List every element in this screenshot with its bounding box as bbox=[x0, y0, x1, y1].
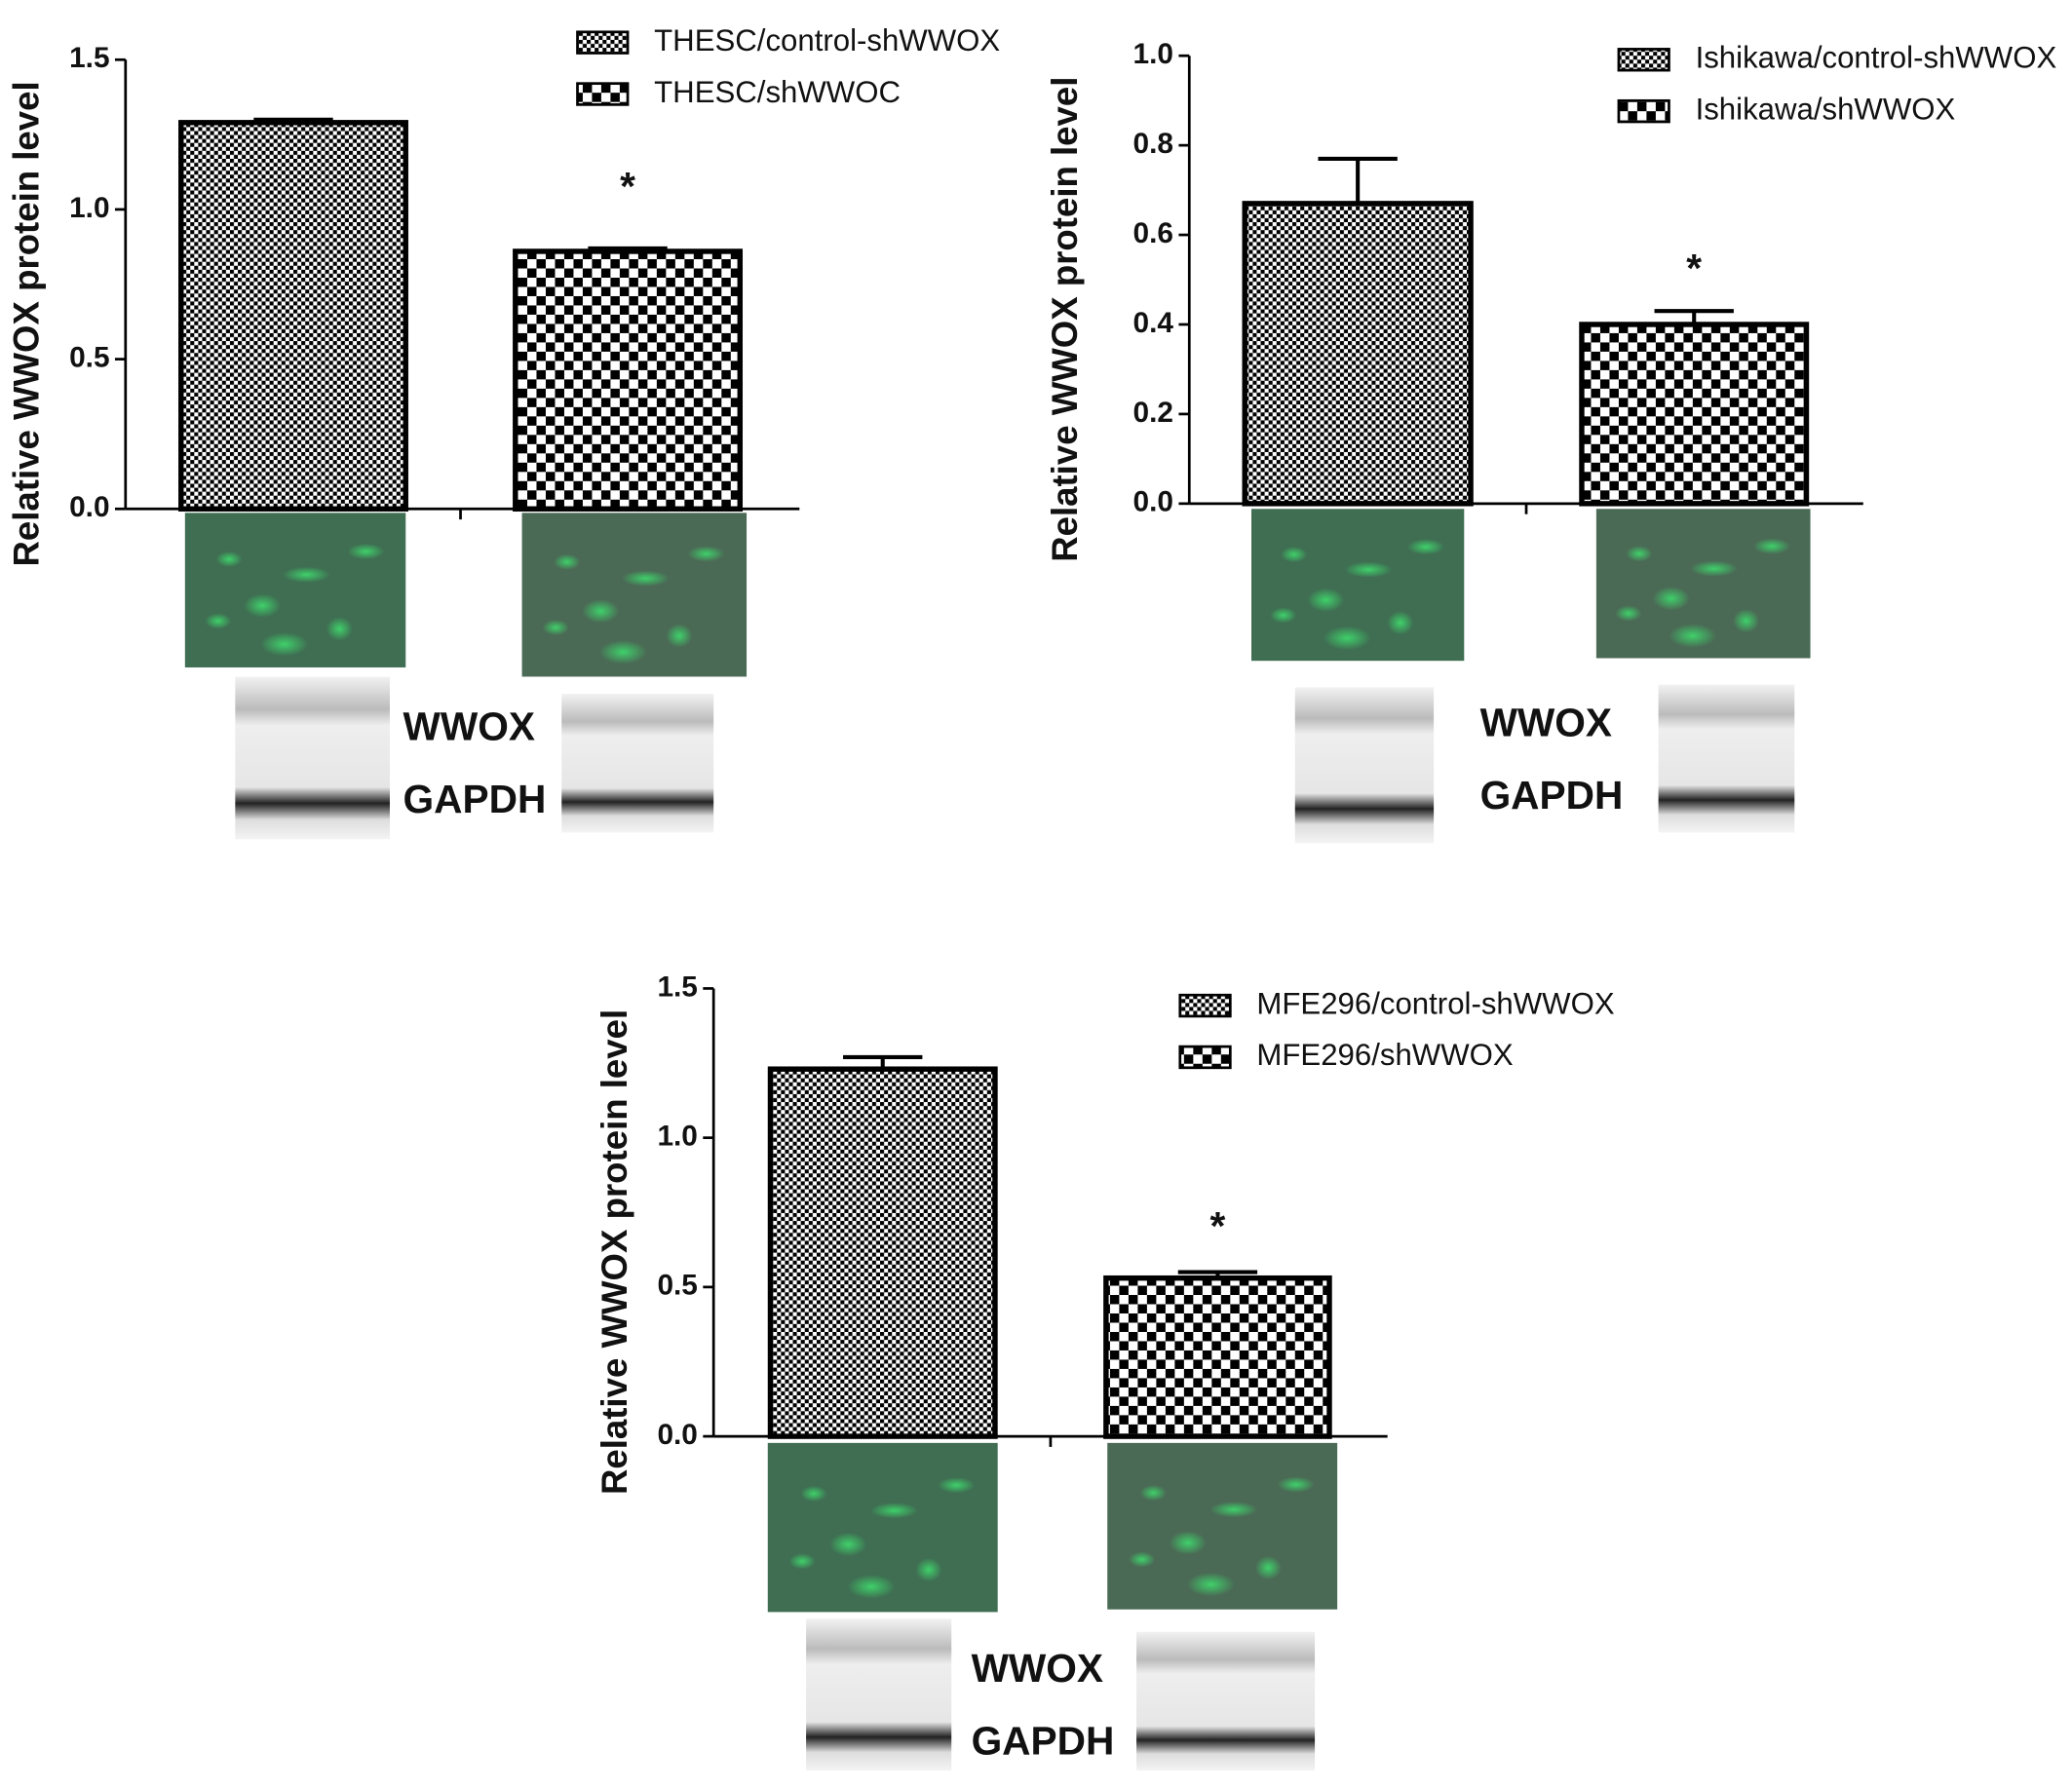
legend-label: Ishikawa/control-shWWOX bbox=[1696, 41, 2057, 75]
legend-label: MFE296/shWWOX bbox=[1256, 1038, 1513, 1072]
y-tick-label: 0.0 bbox=[1133, 486, 1173, 518]
y-tick-label: 0.4 bbox=[1133, 307, 1174, 339]
legend-label: THESC/shWWOC bbox=[654, 75, 901, 109]
blot-label: GAPDH bbox=[403, 777, 547, 821]
panel: 0.0 0.2 0.4 0.6 0.8 1.0 Relative WWOX protein … bbox=[1045, 38, 2057, 844]
y-tick-label: 0.0 bbox=[657, 1419, 697, 1451]
legend-label: MFE296/control-shWWOX bbox=[1256, 986, 1614, 1020]
cell bbox=[542, 619, 569, 636]
legend-swatch bbox=[1178, 1045, 1232, 1070]
cell bbox=[1129, 1551, 1156, 1568]
cell bbox=[1281, 546, 1308, 563]
cell bbox=[621, 570, 670, 587]
legend-label: Ishikawa/shWWOX bbox=[1696, 92, 1956, 126]
cell bbox=[554, 553, 581, 570]
western-blot bbox=[1658, 684, 1795, 833]
legend-swatch bbox=[576, 82, 630, 106]
cell bbox=[1753, 538, 1790, 554]
y-axis-label: Relative WWOX protein level bbox=[1045, 77, 1085, 562]
cell bbox=[1626, 546, 1653, 562]
legend-swatch bbox=[1178, 993, 1232, 1018]
cell bbox=[915, 1557, 942, 1582]
y-tick-label: 1.5 bbox=[69, 42, 109, 74]
blot-label: GAPDH bbox=[972, 1719, 1115, 1764]
legend-label: THESC/control-shWWOX bbox=[654, 23, 1000, 57]
cell bbox=[800, 1485, 827, 1503]
y-tick-label: 1.0 bbox=[69, 192, 109, 224]
cell bbox=[687, 546, 725, 562]
cell bbox=[582, 599, 620, 624]
cell bbox=[1733, 608, 1760, 633]
significance-mark: * bbox=[620, 164, 635, 209]
cell bbox=[1209, 1502, 1258, 1518]
cell bbox=[260, 631, 309, 657]
bar bbox=[178, 120, 408, 512]
y-tick-label: 0.0 bbox=[69, 491, 109, 523]
western-blot bbox=[806, 1618, 952, 1771]
y-tick-label: 0.5 bbox=[657, 1270, 697, 1302]
bar bbox=[1579, 322, 1810, 507]
cell bbox=[1277, 1476, 1315, 1493]
western-blot bbox=[561, 694, 714, 833]
y-axis-label: Relative WWOX protein level bbox=[7, 81, 47, 566]
cell bbox=[282, 566, 330, 583]
cell bbox=[788, 1553, 816, 1570]
bar bbox=[767, 1066, 998, 1439]
cell bbox=[1669, 624, 1717, 648]
bar bbox=[1103, 1274, 1332, 1439]
cell bbox=[1139, 1484, 1167, 1502]
cell bbox=[1407, 539, 1444, 555]
y-tick-label: 0.2 bbox=[1133, 397, 1173, 429]
blot-label: GAPDH bbox=[1480, 773, 1624, 818]
cell bbox=[870, 1503, 918, 1519]
cell bbox=[829, 1532, 867, 1557]
y-axis-label: Relative WWOX protein level bbox=[595, 1009, 634, 1495]
panel: 0.0 0.5 1.0 1.5 Relative WWOX protein level M… bbox=[595, 970, 1615, 1771]
western-blot bbox=[1294, 687, 1435, 844]
cell bbox=[1323, 626, 1371, 651]
cell bbox=[1690, 560, 1739, 577]
cell bbox=[1307, 588, 1345, 613]
cell bbox=[598, 640, 647, 665]
y-tick-label: 1.0 bbox=[657, 1121, 697, 1153]
bar bbox=[513, 248, 743, 512]
cell bbox=[1270, 607, 1297, 624]
cell bbox=[1615, 605, 1642, 622]
cell bbox=[326, 617, 353, 641]
cell bbox=[666, 624, 693, 648]
cell bbox=[1652, 586, 1690, 611]
legend-swatch bbox=[1617, 48, 1670, 72]
blot-label: WWOX bbox=[972, 1646, 1103, 1691]
cell bbox=[244, 593, 282, 618]
cell bbox=[1186, 1572, 1235, 1597]
legend-swatch bbox=[576, 30, 630, 55]
cell bbox=[1344, 561, 1393, 578]
cell bbox=[847, 1575, 896, 1599]
cell bbox=[205, 613, 232, 629]
y-tick-label: 0.5 bbox=[69, 341, 109, 373]
y-tick-label: 0.8 bbox=[1133, 128, 1173, 160]
y-tick-label: 1.5 bbox=[657, 970, 697, 1003]
y-tick-label: 1.0 bbox=[1133, 38, 1173, 70]
legend-swatch bbox=[1617, 98, 1670, 124]
cell bbox=[347, 543, 385, 560]
cell bbox=[1169, 1531, 1207, 1555]
significance-mark: * bbox=[1210, 1203, 1226, 1248]
bar bbox=[1242, 201, 1474, 507]
blot-label: WWOX bbox=[403, 704, 536, 748]
cell bbox=[938, 1477, 976, 1494]
cell bbox=[215, 551, 243, 568]
panel: 0.0 0.5 1.0 1.5 Relative WWOX protein level T… bbox=[7, 23, 1000, 840]
y-tick-label: 0.6 bbox=[1133, 217, 1173, 249]
blot-label: WWOX bbox=[1480, 700, 1613, 744]
western-blot bbox=[235, 676, 390, 840]
cell bbox=[1254, 1555, 1282, 1580]
cell bbox=[1387, 611, 1414, 635]
western-blot bbox=[1136, 1631, 1316, 1771]
significance-mark: * bbox=[1686, 246, 1702, 290]
